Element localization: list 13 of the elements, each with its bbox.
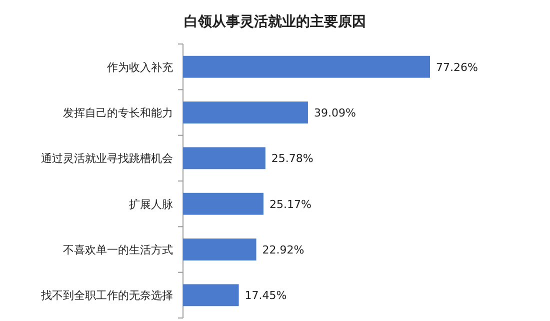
category-label: 通过灵活就业寻找跳槽机会 [41, 152, 173, 166]
data-label: 17.45% [244, 289, 287, 302]
category-label: 扩展人脉 [129, 198, 173, 211]
category-label: 不喜欢单一的生活方式 [63, 244, 173, 256]
data-label: 25.78% [271, 152, 314, 166]
title: 白领从事灵活就业的主要原因 [184, 14, 366, 30]
data-label: 22.92% [262, 244, 304, 256]
category-label: 发挥自己的专长和能力 [63, 106, 173, 120]
data-label: 25.17% [269, 198, 312, 211]
category-label: 作为收入补充 [107, 60, 173, 74]
category-label: 找不到全职工作的无奈选择 [41, 289, 173, 302]
data-label: 39.09% [314, 106, 356, 120]
data-label: 77.26% [436, 60, 478, 74]
